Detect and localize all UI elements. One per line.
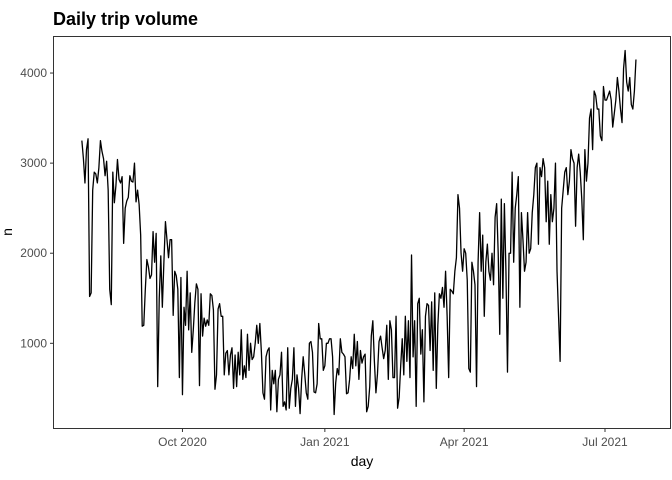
- y-axis-label: n: [0, 228, 15, 236]
- plot-panel: [53, 36, 671, 429]
- x-tick-label: Jan 2021: [300, 435, 350, 449]
- y-tick-label: 2000: [20, 246, 47, 260]
- x-axis: Oct 2020 Jan 2021 Apr 2021 Jul 2021: [158, 428, 628, 449]
- y-tick-label: 3000: [20, 156, 47, 170]
- x-tick-label: Apr 2021: [440, 435, 489, 449]
- x-tick-label: Jul 2021: [582, 435, 628, 449]
- y-tick-label: 1000: [20, 336, 47, 350]
- x-tick-label: Oct 2020: [158, 435, 207, 449]
- y-axis: 1000 2000 3000 4000: [20, 66, 54, 350]
- series-line-trip-volume: [81, 49, 637, 416]
- y-tick-label: 4000: [20, 66, 47, 80]
- chart-title: Daily trip volume: [53, 9, 198, 29]
- x-axis-label: day: [351, 453, 374, 469]
